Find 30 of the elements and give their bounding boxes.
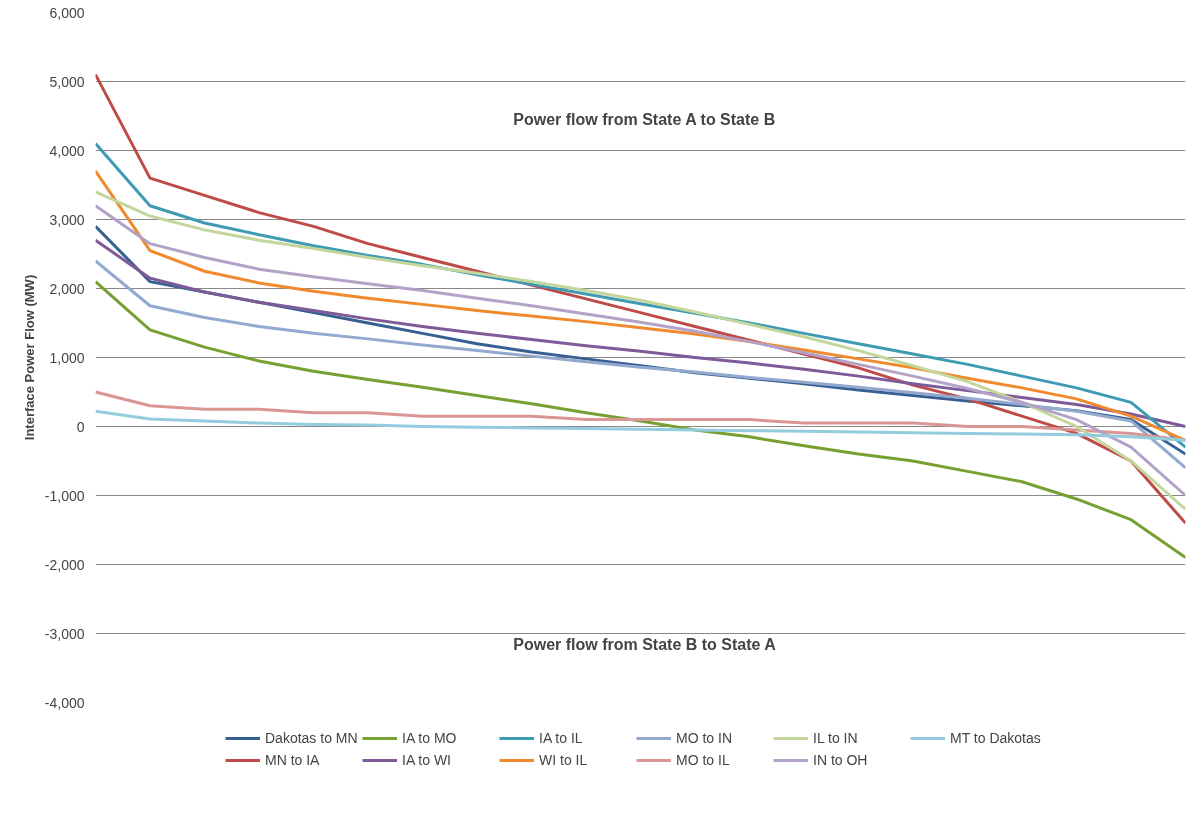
y-tick-label: 5,000 — [49, 73, 85, 90]
annotation: Power flow from State A to State B — [513, 111, 776, 129]
annotation: Power flow from State B to State A — [513, 635, 777, 653]
legend-label: MO to IL — [676, 752, 731, 768]
y-tick-label: -4,000 — [44, 694, 85, 711]
legend-label: IA to WI — [402, 752, 452, 768]
line-series — [95, 390, 1186, 442]
legend-label: MO to IN — [676, 730, 733, 746]
y-tick-label: 0 — [76, 418, 85, 435]
line-series — [95, 280, 1186, 560]
y-tick-label: 4,000 — [49, 142, 85, 159]
legend-label: IL to IN — [813, 730, 859, 746]
legend-label: MT to Dakotas — [950, 730, 1042, 746]
legend-label: IA to IL — [539, 730, 584, 746]
y-tick-label: 3,000 — [49, 211, 85, 228]
legend-label: Dakotas to MN — [265, 730, 359, 746]
y-tick-label: -2,000 — [44, 556, 85, 573]
y-axis-title: Interface Power Flow (MW) — [21, 274, 37, 441]
legend-label: IA to MO — [402, 730, 458, 746]
y-tick-label: 1,000 — [49, 349, 85, 366]
y-tick-label: 2,000 — [49, 280, 85, 297]
line-series — [95, 259, 1186, 470]
legend-label: WI to IL — [539, 752, 589, 768]
legend-label: MN to IA — [265, 752, 321, 768]
legend-label: IN to OH — [813, 752, 869, 768]
line-series — [95, 238, 1186, 428]
line-series — [95, 409, 1186, 442]
y-tick-label: -1,000 — [44, 487, 85, 504]
y-tick-label: 6,000 — [49, 4, 85, 21]
y-tick-label: -3,000 — [44, 625, 85, 642]
